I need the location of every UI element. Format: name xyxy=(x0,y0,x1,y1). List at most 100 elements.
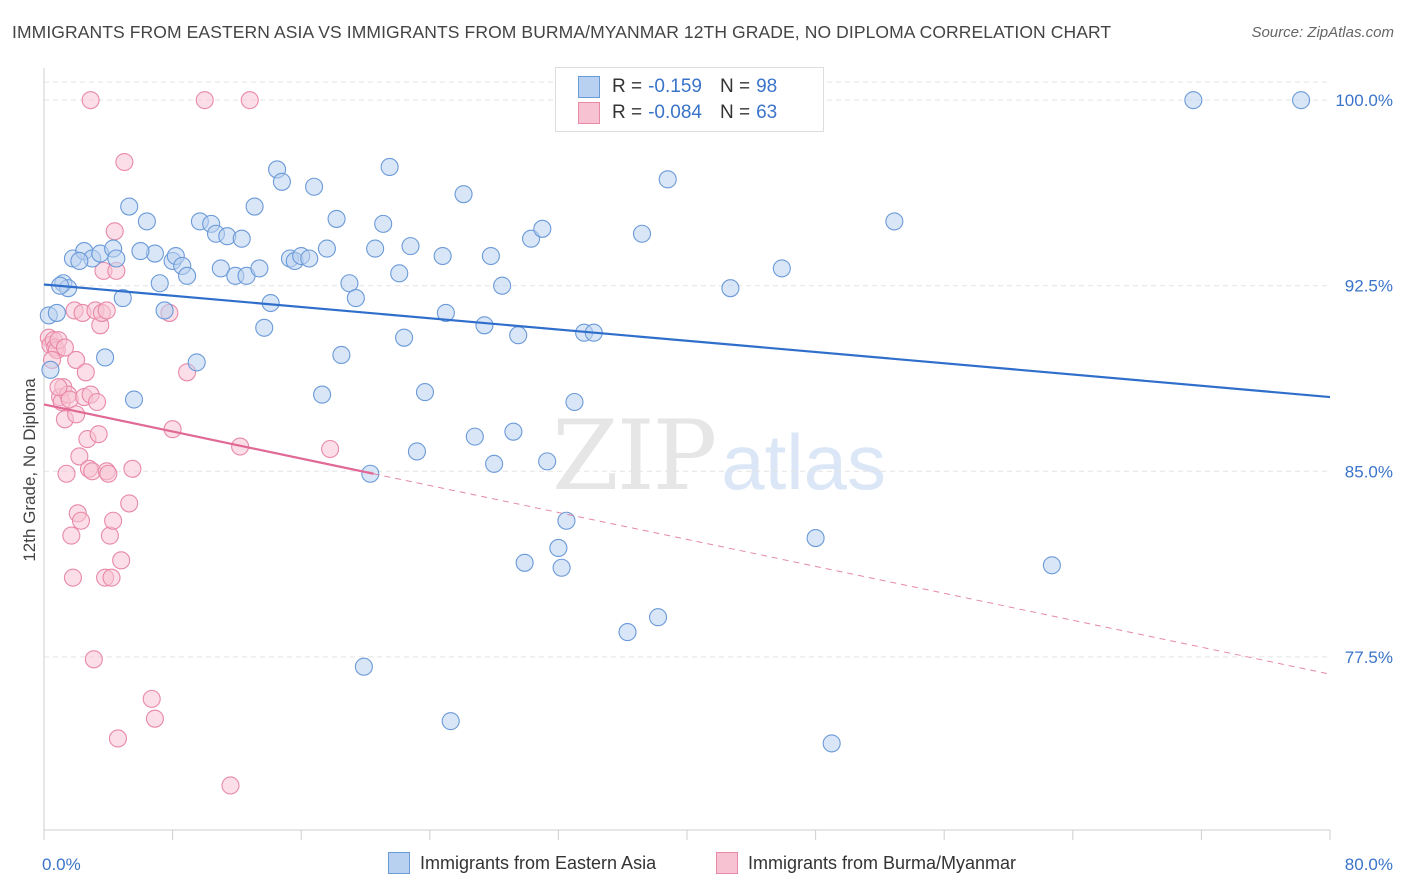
burma-point xyxy=(67,405,86,424)
burma-point xyxy=(104,511,123,530)
eastern-asia-point xyxy=(354,657,373,676)
burma-trend-line xyxy=(43,403,374,475)
eastern-asia-point xyxy=(433,246,452,266)
eastern-asia-point xyxy=(96,348,115,367)
eastern-asia-point xyxy=(549,538,568,558)
eastern-asia-point xyxy=(509,326,528,345)
eastern-asia-point xyxy=(47,303,66,322)
legend-n-label: N = xyxy=(719,102,751,123)
burma-point xyxy=(195,91,214,110)
eastern-asia-point xyxy=(658,170,677,189)
eastern-asia-point xyxy=(211,259,230,278)
legend-n-label: N = xyxy=(719,76,751,97)
burma-point xyxy=(71,511,91,530)
eastern-asia-point xyxy=(632,224,652,243)
legend-r-label: R = xyxy=(612,102,643,123)
grid-lines xyxy=(44,81,1330,658)
legend-r-value: -0.084 xyxy=(648,102,702,123)
eastern-asia-point xyxy=(272,172,291,191)
eastern-asia-point xyxy=(390,264,409,283)
eastern-asia-point xyxy=(565,392,584,412)
burma-point xyxy=(115,152,134,172)
eastern-asia-point xyxy=(649,608,668,627)
legend-n-value: 98 xyxy=(756,76,778,97)
eastern-asia-point xyxy=(327,209,346,228)
y-tick-label: 85.0% xyxy=(1345,462,1393,481)
burma-point xyxy=(99,464,118,483)
eastern-asia-point xyxy=(772,259,791,278)
eastern-asia-point xyxy=(150,274,169,293)
stats-legend: R = -0.159 N = 98 R = -0.084 N = 63 xyxy=(555,67,824,132)
eastern-asia-point xyxy=(1042,556,1061,575)
eastern-asia-point xyxy=(415,383,435,402)
eastern-asia-point xyxy=(475,316,494,335)
legend-row-burma: R = -0.084 N = 63 xyxy=(578,101,777,125)
burma-point xyxy=(63,568,82,587)
eastern-asia-point xyxy=(822,734,841,753)
eastern-asia-point xyxy=(1292,91,1311,110)
eastern-asia-point xyxy=(124,390,144,409)
eastern-asia-point xyxy=(407,442,426,461)
eastern-asia-point xyxy=(465,427,484,446)
eastern-asia-point xyxy=(41,360,60,379)
eastern-asia-point xyxy=(245,197,264,216)
y-axis-label: 12th Grade, No Diploma xyxy=(20,378,39,562)
eastern-asia-point xyxy=(885,212,904,231)
trend-lines xyxy=(43,283,1331,675)
eastern-asia-point xyxy=(538,452,557,471)
eastern-asia-trend-line xyxy=(43,283,1331,399)
eastern-asia-point xyxy=(113,289,132,308)
series-legend: Immigrants from Eastern Asia Immigrants … xyxy=(0,852,1406,878)
y-tick-label: 77.5% xyxy=(1345,648,1393,667)
burma-point xyxy=(97,301,116,320)
eastern-asia-point xyxy=(401,237,420,256)
burma-point xyxy=(221,776,240,795)
legend-r-label: R = xyxy=(612,76,643,97)
eastern-asia-point xyxy=(305,177,324,196)
watermark: ZIPatlas xyxy=(552,400,886,512)
legend-row-eastern-asia: R = -0.159 N = 98 xyxy=(578,75,777,99)
eastern-asia-point xyxy=(137,212,156,231)
chart-title: IMMIGRANTS FROM EASTERN ASIA VS IMMIGRAN… xyxy=(12,22,1112,42)
eastern-asia-point xyxy=(454,185,473,204)
burma-point xyxy=(67,350,86,369)
legend-swatch-pink xyxy=(578,102,600,124)
legend-swatch-blue xyxy=(388,852,410,874)
eastern-asia-point xyxy=(346,289,365,308)
eastern-asia-point xyxy=(120,197,139,216)
legend-item-eastern-asia[interactable]: Immigrants from Eastern Asia xyxy=(388,852,656,874)
x-tick-label-min: 0.0% xyxy=(42,855,81,874)
eastern-asia-point xyxy=(255,318,274,337)
eastern-asia-point xyxy=(70,251,89,271)
axes xyxy=(43,68,1331,840)
eastern-asia-point xyxy=(436,303,455,322)
eastern-asia-point xyxy=(557,511,576,530)
eastern-asia-point xyxy=(250,259,269,278)
burma-trend-extension xyxy=(373,473,1331,675)
eastern-asia-point xyxy=(485,454,504,473)
burma-point xyxy=(108,729,127,748)
eastern-asia-point xyxy=(395,328,414,347)
eastern-asia-point xyxy=(366,239,385,258)
eastern-asia-point xyxy=(806,529,825,548)
watermark-zip: ZIP xyxy=(552,400,717,512)
burma-point xyxy=(123,459,142,478)
legend-item-label: Immigrants from Eastern Asia xyxy=(420,852,657,873)
burma-point xyxy=(84,650,103,669)
eastern-asia-point xyxy=(332,345,351,365)
burma-point xyxy=(81,91,100,110)
eastern-asia-point xyxy=(533,219,552,238)
burma-point xyxy=(105,222,124,241)
burma-point xyxy=(102,568,121,587)
eastern-asia-point xyxy=(178,266,197,285)
source-label: Source: ZipAtlas.com xyxy=(1251,24,1394,41)
eastern-asia-point xyxy=(618,623,637,642)
eastern-asia-point xyxy=(1184,91,1203,110)
eastern-asia-point xyxy=(504,422,523,441)
legend-item-burma[interactable]: Immigrants from Burma/Myanmar xyxy=(716,852,1016,874)
eastern-asia-point xyxy=(380,157,399,177)
burma-point xyxy=(70,447,89,466)
eastern-asia-point xyxy=(552,558,571,577)
tick-labels: 100.0% 92.5% 85.0% 77.5% 0.0% 80.0% xyxy=(42,91,1393,874)
burma-point xyxy=(100,526,119,545)
